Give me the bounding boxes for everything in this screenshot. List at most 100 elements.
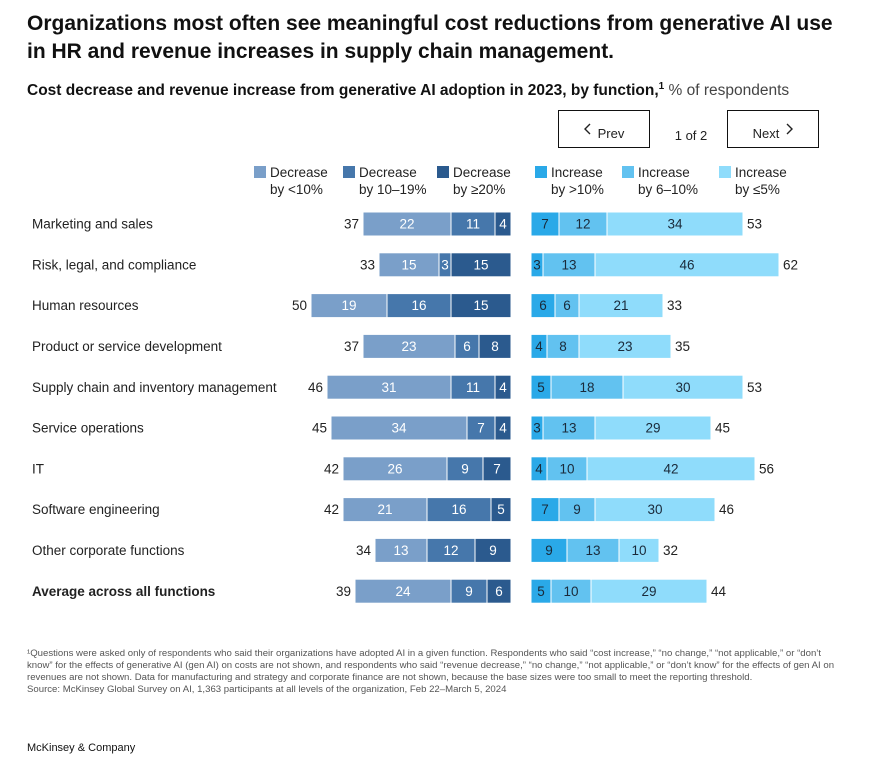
data-label: 3 xyxy=(533,257,541,272)
data-label: 16 xyxy=(411,298,426,313)
legend-label: Decrease xyxy=(453,165,511,180)
chevron-right-icon xyxy=(786,123,794,135)
data-label: 4 xyxy=(499,421,507,436)
bar-segment-increase xyxy=(550,578,592,604)
data-label: 23 xyxy=(401,339,416,354)
data-label: 6 xyxy=(539,298,547,313)
bar-segment-decrease xyxy=(342,497,428,523)
legend-decrease-ge20: Decrease by ≥20% xyxy=(437,164,511,198)
chart-subtitle: Cost decrease and revenue increase from … xyxy=(27,77,867,101)
data-label: 4 xyxy=(535,461,543,476)
total-label-decrease: 45 xyxy=(312,421,327,436)
bar-segment-increase xyxy=(546,456,588,482)
data-label: 5 xyxy=(537,380,545,395)
bar-segment-decrease xyxy=(354,578,452,604)
total-label-decrease: 42 xyxy=(324,461,339,476)
prev-label: Prev xyxy=(597,125,625,141)
legend-increase-gt10: Increase by >10% xyxy=(535,164,604,198)
total-label-increase: 44 xyxy=(711,584,727,599)
data-label: 24 xyxy=(395,584,411,599)
data-label: 34 xyxy=(391,421,407,436)
legend-decrease-lt10: Decrease by <10% xyxy=(254,164,328,198)
legend-swatch xyxy=(535,166,547,178)
next-label: Next xyxy=(752,125,780,141)
bar-segment-decrease xyxy=(450,211,496,237)
data-label: 46 xyxy=(679,257,694,272)
legend-sublabel: by 6–10% xyxy=(638,182,699,197)
legend-swatch xyxy=(622,166,634,178)
bar-segment-decrease xyxy=(326,374,452,400)
bar-segment-increase xyxy=(606,211,744,237)
bar-segment-increase xyxy=(542,415,596,441)
data-label: 15 xyxy=(473,257,488,272)
data-label: 12 xyxy=(443,543,458,558)
category-label: Other corporate functions xyxy=(32,543,185,558)
category-label: Supply chain and inventory management xyxy=(32,380,277,395)
bar-segment-increase xyxy=(578,293,664,319)
bar-segment-increase xyxy=(594,497,716,523)
bar-segment-decrease xyxy=(446,456,484,482)
legend-sublabel: by ≤5% xyxy=(735,182,780,197)
bar-segment-decrease xyxy=(330,415,468,441)
data-label: 3 xyxy=(441,257,449,272)
page-count: 1 of 2 xyxy=(674,128,708,143)
footnote: ¹Questions were asked only of respondent… xyxy=(27,648,847,696)
total-label-increase: 46 xyxy=(719,502,734,517)
bar-segment-increase xyxy=(530,497,560,523)
legend-label: Increase xyxy=(735,165,787,180)
total-label-increase: 56 xyxy=(759,461,774,476)
data-label: 19 xyxy=(341,298,356,313)
total-label-increase: 53 xyxy=(747,380,762,395)
data-label: 7 xyxy=(477,421,485,436)
data-label: 3 xyxy=(533,421,541,436)
bar-segment-decrease xyxy=(342,456,448,482)
data-label: 18 xyxy=(579,380,594,395)
legend-sublabel: by 10–19% xyxy=(359,182,427,197)
legend-increase-6-10: Increase by 6–10% xyxy=(622,164,698,198)
bar-segment-decrease xyxy=(450,252,512,278)
total-label-increase: 45 xyxy=(715,421,730,436)
prev-button[interactable]: Prev xyxy=(558,110,650,148)
bar-segment-decrease xyxy=(374,537,428,563)
bar-segment-decrease xyxy=(378,252,440,278)
data-label: 21 xyxy=(377,502,392,517)
data-label: 11 xyxy=(466,380,480,395)
total-label-decrease: 50 xyxy=(292,298,307,313)
bar-segment-increase xyxy=(554,293,580,319)
data-label: 5 xyxy=(537,584,545,599)
subtitle-unit: % of respondents xyxy=(668,82,790,100)
data-label: 31 xyxy=(381,380,396,395)
data-label: 10 xyxy=(559,461,574,476)
bar-segment-increase xyxy=(590,578,708,604)
bar-segment-decrease xyxy=(482,456,512,482)
data-label: 9 xyxy=(461,461,469,476)
chart-title: Organizations most often see meaningful … xyxy=(27,12,833,63)
legend-swatch xyxy=(437,166,449,178)
footnote-source: Source: McKinsey Global Survey on AI, 1,… xyxy=(27,684,507,695)
bar-segment-increase xyxy=(558,497,596,523)
data-label: 23 xyxy=(617,339,632,354)
data-label: 30 xyxy=(647,502,662,517)
bar-segment-increase xyxy=(550,374,624,400)
subtitle-text: Cost decrease and revenue increase from … xyxy=(27,82,659,100)
total-label-increase: 35 xyxy=(675,339,690,354)
data-label: 8 xyxy=(491,339,499,354)
bar-segment-increase xyxy=(586,456,756,482)
bar-segment-decrease xyxy=(426,497,492,523)
data-label: 13 xyxy=(585,543,600,558)
data-label: 7 xyxy=(493,461,501,476)
data-label: 4 xyxy=(499,380,507,395)
legend-label: Decrease xyxy=(359,165,417,180)
next-button[interactable]: Next xyxy=(727,110,819,148)
data-label: 9 xyxy=(489,543,497,558)
legend-label: Increase xyxy=(551,165,603,180)
bar-segment-increase xyxy=(578,333,672,359)
data-label: 9 xyxy=(545,543,553,558)
bar-segment-decrease xyxy=(474,537,512,563)
bar-segment-increase xyxy=(594,252,780,278)
data-label: 30 xyxy=(675,380,690,395)
bar-segment-decrease xyxy=(310,293,388,319)
data-label: 42 xyxy=(663,461,678,476)
data-label: 7 xyxy=(541,502,549,517)
